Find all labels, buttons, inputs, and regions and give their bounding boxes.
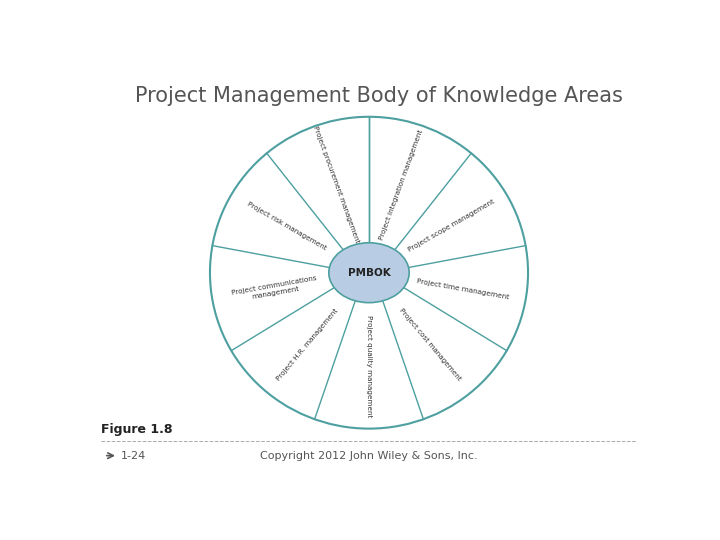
Text: Project quality management: Project quality management — [366, 315, 372, 417]
Text: Project H.R. management: Project H.R. management — [276, 307, 340, 382]
Text: 1-24: 1-24 — [121, 451, 146, 461]
Text: Copyright 2012 John Wiley & Sons, Inc.: Copyright 2012 John Wiley & Sons, Inc. — [260, 451, 478, 461]
Text: Project Management Body of Knowledge Areas: Project Management Body of Knowledge Are… — [135, 85, 623, 106]
Text: Project integration management: Project integration management — [379, 129, 425, 241]
Text: Project scope management: Project scope management — [408, 199, 496, 253]
Text: Project procurement management: Project procurement management — [312, 125, 361, 244]
Text: Project cost management: Project cost management — [398, 307, 462, 382]
Text: Project communications
management: Project communications management — [231, 275, 319, 303]
Text: PMBOK: PMBOK — [348, 268, 390, 278]
Ellipse shape — [329, 243, 409, 302]
Text: Figure 1.8: Figure 1.8 — [101, 423, 173, 436]
Text: Project risk management: Project risk management — [246, 201, 327, 251]
Text: Project time management: Project time management — [416, 278, 510, 300]
